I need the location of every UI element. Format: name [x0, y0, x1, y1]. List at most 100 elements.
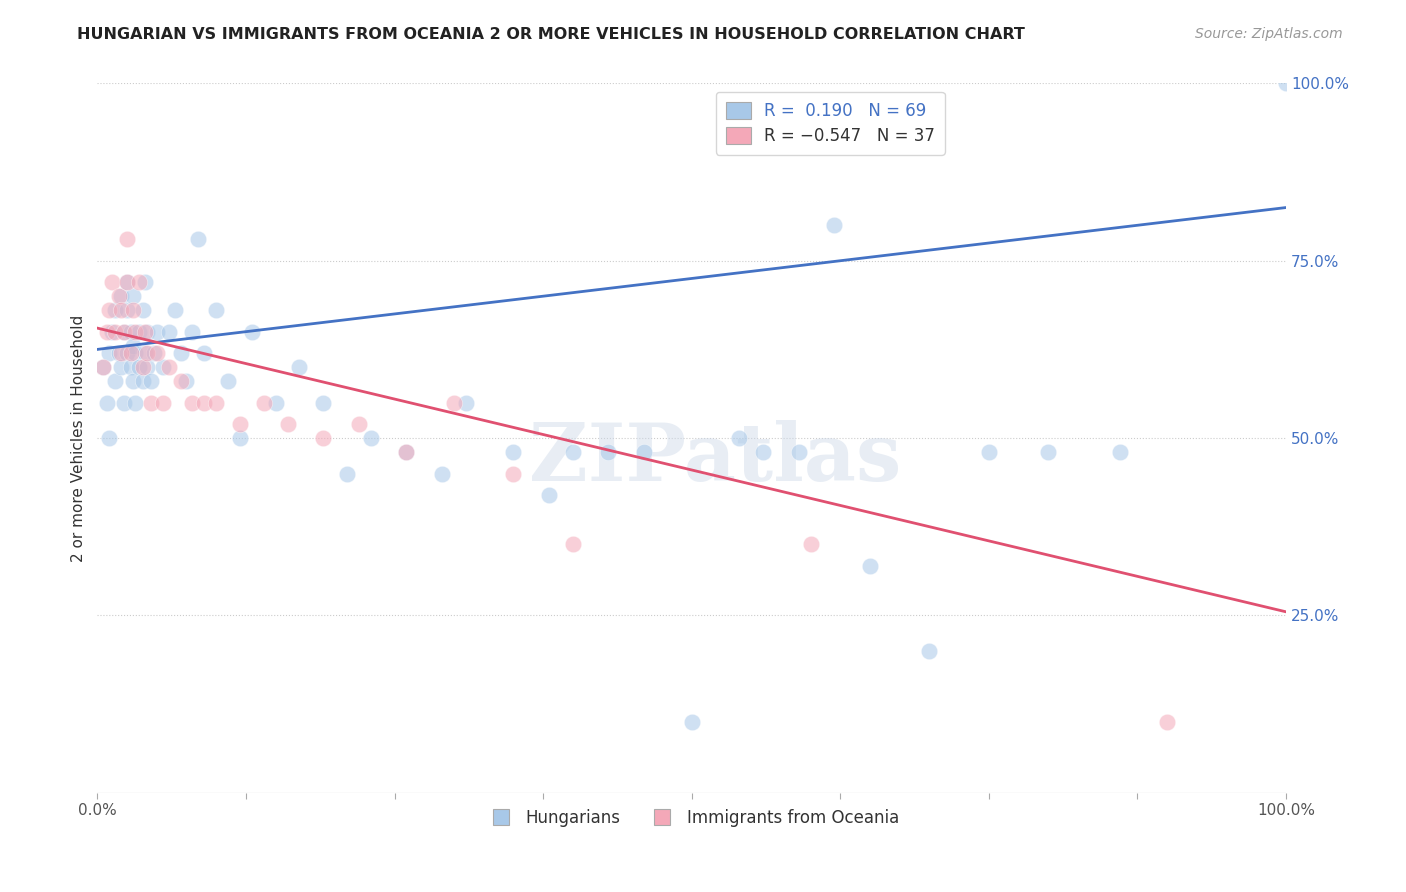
- Point: [728, 431, 751, 445]
- Point: [122, 289, 145, 303]
- Point: [115, 303, 138, 318]
- Point: [91, 360, 114, 375]
- Point: [561, 537, 583, 551]
- Point: [122, 374, 145, 388]
- Point: [1156, 714, 1178, 729]
- Legend: Hungarians, Immigrants from Oceania: Hungarians, Immigrants from Oceania: [477, 803, 905, 834]
- Point: [122, 339, 145, 353]
- Point: [98, 303, 121, 318]
- Point: [131, 374, 153, 388]
- Point: [502, 467, 524, 481]
- Point: [152, 395, 174, 409]
- Point: [176, 374, 198, 388]
- Point: [107, 346, 129, 360]
- Point: [633, 445, 655, 459]
- Point: [98, 346, 121, 360]
- Point: [120, 346, 142, 360]
- Point: [107, 289, 129, 303]
- Point: [134, 346, 156, 360]
- Point: [124, 346, 146, 360]
- Point: [1038, 445, 1060, 459]
- Point: [131, 360, 153, 375]
- Point: [98, 431, 121, 445]
- Point: [918, 644, 941, 658]
- Point: [205, 303, 228, 318]
- Point: [128, 275, 150, 289]
- Point: [112, 395, 135, 409]
- Point: [229, 431, 252, 445]
- Point: [561, 445, 583, 459]
- Point: [205, 395, 228, 409]
- Point: [120, 360, 142, 375]
- Point: [430, 467, 453, 481]
- Point: [115, 275, 138, 289]
- Point: [91, 360, 114, 375]
- Point: [110, 346, 132, 360]
- Point: [537, 488, 560, 502]
- Point: [104, 325, 127, 339]
- Point: [146, 346, 169, 360]
- Point: [124, 395, 146, 409]
- Point: [752, 445, 775, 459]
- Point: [288, 360, 311, 375]
- Point: [112, 325, 135, 339]
- Point: [122, 303, 145, 318]
- Point: [115, 275, 138, 289]
- Point: [131, 303, 153, 318]
- Point: [100, 275, 122, 289]
- Point: [120, 325, 142, 339]
- Point: [1108, 445, 1130, 459]
- Point: [395, 445, 418, 459]
- Point: [96, 325, 118, 339]
- Point: [312, 395, 335, 409]
- Point: [264, 395, 287, 409]
- Text: HUNGARIAN VS IMMIGRANTS FROM OCEANIA 2 OR MORE VEHICLES IN HOUSEHOLD CORRELATION: HUNGARIAN VS IMMIGRANTS FROM OCEANIA 2 O…: [77, 27, 1025, 42]
- Point: [110, 360, 132, 375]
- Point: [181, 395, 204, 409]
- Point: [336, 467, 359, 481]
- Point: [152, 360, 174, 375]
- Point: [136, 346, 159, 360]
- Point: [859, 558, 882, 573]
- Point: [104, 303, 127, 318]
- Point: [134, 325, 156, 339]
- Point: [193, 346, 215, 360]
- Point: [110, 303, 132, 318]
- Point: [443, 395, 465, 409]
- Point: [253, 395, 276, 409]
- Point: [136, 325, 159, 339]
- Point: [104, 374, 127, 388]
- Point: [193, 395, 215, 409]
- Point: [454, 395, 477, 409]
- Point: [115, 232, 138, 246]
- Point: [502, 445, 524, 459]
- Y-axis label: 2 or more Vehicles in Household: 2 or more Vehicles in Household: [72, 314, 86, 562]
- Point: [128, 325, 150, 339]
- Point: [157, 325, 180, 339]
- Point: [217, 374, 239, 388]
- Point: [110, 289, 132, 303]
- Point: [312, 431, 335, 445]
- Point: [139, 395, 162, 409]
- Point: [163, 303, 186, 318]
- Point: [229, 417, 252, 431]
- Point: [96, 395, 118, 409]
- Point: [124, 325, 146, 339]
- Text: Source: ZipAtlas.com: Source: ZipAtlas.com: [1195, 27, 1343, 41]
- Point: [240, 325, 263, 339]
- Point: [181, 325, 204, 339]
- Point: [347, 417, 370, 431]
- Point: [128, 360, 150, 375]
- Point: [360, 431, 382, 445]
- Point: [146, 325, 169, 339]
- Point: [1275, 77, 1298, 91]
- Point: [136, 360, 159, 375]
- Point: [681, 714, 703, 729]
- Point: [100, 325, 122, 339]
- Point: [157, 360, 180, 375]
- Point: [977, 445, 1000, 459]
- Point: [787, 445, 810, 459]
- Point: [115, 346, 138, 360]
- Point: [799, 537, 821, 551]
- Point: [169, 346, 191, 360]
